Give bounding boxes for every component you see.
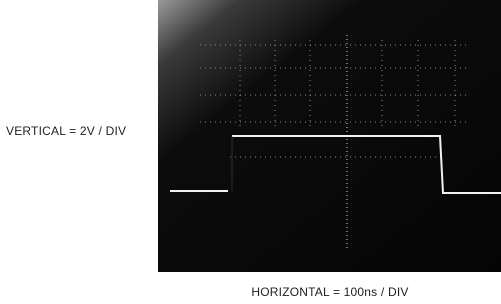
scope-photo xyxy=(0,0,501,304)
horizontal-scale: HORIZONTAL = 100ns / DIV xyxy=(230,285,430,299)
page: {"vertical_scale": "VERTICAL = 2V / DIV"… xyxy=(0,0,501,304)
vertical-scale: VERTICAL = 2V / DIV xyxy=(6,124,126,138)
